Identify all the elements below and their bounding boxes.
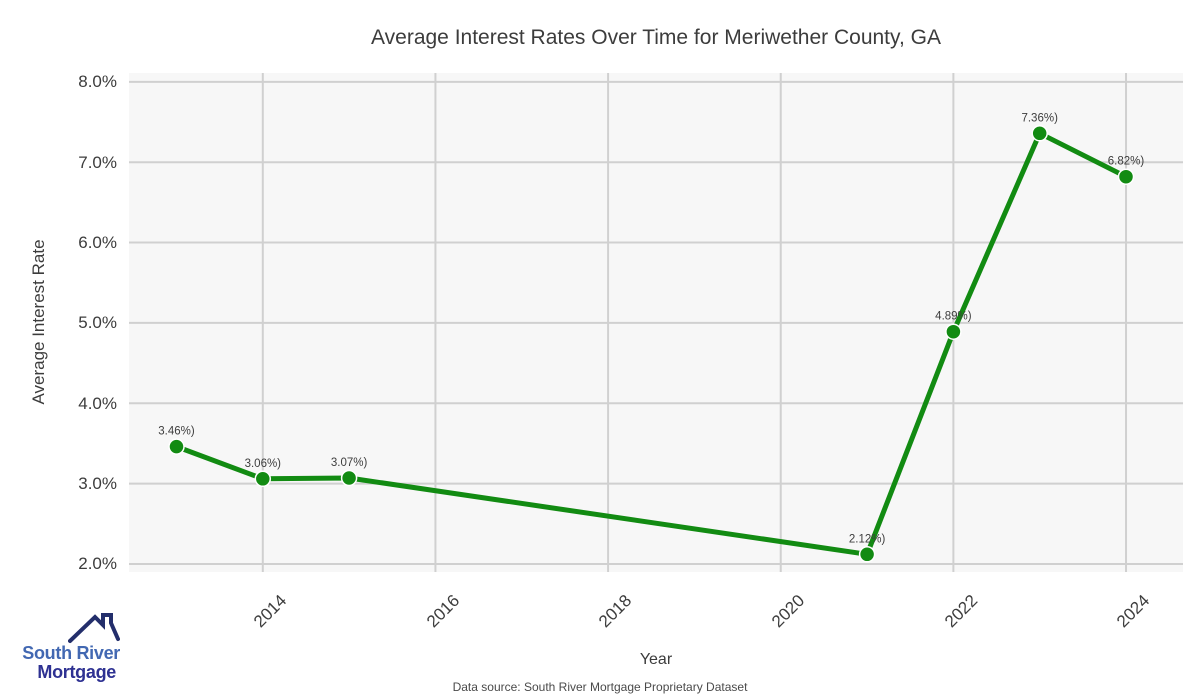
data-point-label: 2.12%) [849, 533, 886, 545]
data-point-label: 4.89%) [935, 311, 972, 323]
y-tick-label: 3.0% [78, 474, 117, 494]
logo-text-line2: Mortgage [37, 662, 116, 682]
y-tick-label: 8.0% [78, 72, 117, 92]
plot-area: 3.46%) 3.06%) 3.07%) 2.12%) 4.89%) 7.36%) 6.82… [129, 73, 1183, 572]
data-point [340, 469, 358, 487]
x-tick-label: 2016 [422, 591, 463, 632]
data-point-label: 6.82%) [1108, 156, 1145, 168]
x-tick-label: 2018 [595, 591, 636, 632]
x-tick-label: 2022 [940, 591, 981, 632]
y-tick-label: 2.0% [78, 554, 117, 574]
data-point-label: 3.46%) [158, 426, 195, 438]
x-tick-label: 2024 [1113, 591, 1154, 632]
house-roof-icon [68, 613, 120, 643]
y-tick-label: 5.0% [78, 313, 117, 333]
x-tick-label: 2014 [250, 591, 291, 632]
x-axis-label: Year [639, 651, 673, 668]
data-point [254, 470, 272, 488]
data-point-label: 3.06%) [245, 458, 282, 470]
data-point [945, 323, 962, 340]
data-source-caption: Data source: South River Mortgage Propri… [452, 680, 748, 694]
series-line [174, 130, 1129, 557]
x-tick-label: 2020 [768, 591, 809, 632]
chart-title: Average Interest Rates Over Time for Mer… [371, 26, 941, 49]
y-tick-label: 6.0% [78, 233, 117, 253]
data-point-label: 3.07%) [331, 457, 368, 469]
data-point [858, 546, 876, 563]
south-river-mortgage-logo: South River Mortgage [18, 612, 120, 682]
data-point [1117, 168, 1135, 185]
line-chart-canvas: 3.46%) 3.06%) 3.07%) 2.12%) 4.89%) 7.36%) 6.82… [129, 73, 1183, 572]
y-tick-label: 7.0% [78, 152, 117, 172]
data-point-label: 7.36%) [1021, 112, 1058, 124]
data-point [168, 438, 185, 455]
logo-text-line1: South River [22, 643, 120, 663]
y-tick-label: 4.0% [78, 393, 117, 413]
data-point [1031, 125, 1048, 142]
